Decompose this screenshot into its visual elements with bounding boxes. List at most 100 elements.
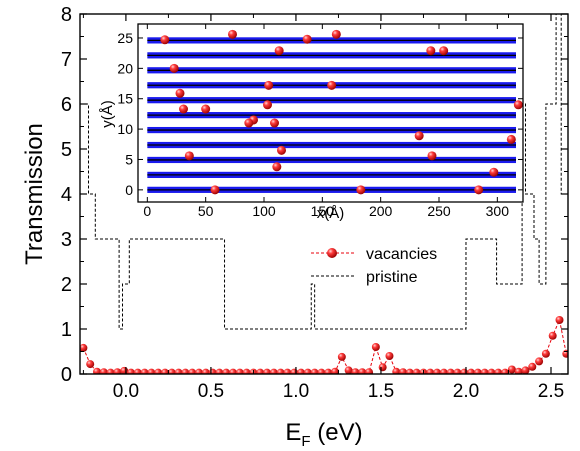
vacancies-point: [229, 368, 238, 374]
x-axis-label-main: E: [285, 419, 301, 446]
vacancies-point: [181, 368, 190, 374]
lattice-row: [147, 171, 517, 179]
lattice-row: [147, 156, 517, 164]
x-tick-label: 0.5: [198, 381, 224, 402]
vacancies-point: [480, 368, 489, 374]
vacancies-point: [521, 366, 530, 374]
inset-plot: 0 50 100 150 200 250 300 0 5 10 15 20 25 x(Å) y(Å): [99, 23, 524, 222]
vacancies-point: [507, 365, 516, 374]
vacancy-atom: [184, 151, 194, 161]
inset-y-axis-label: y(Å): [99, 100, 116, 128]
inset-x-tick-label: 100: [252, 203, 276, 219]
vacancies-point: [195, 368, 204, 374]
inset-y-tick-label: 15: [117, 91, 133, 107]
y-tick-label: 3: [61, 229, 72, 251]
vacancies-point: [460, 368, 469, 374]
lattice-row: [147, 37, 517, 44]
y-tick-label: 1: [61, 319, 72, 341]
lattice-row: [147, 126, 517, 134]
vacancies-point: [290, 368, 299, 374]
vacancies-point: [378, 363, 387, 372]
x-axis-label-subscript: F: [301, 433, 310, 450]
vacancy-atom: [426, 46, 436, 56]
lattice-row: [147, 186, 517, 193]
vacancies-point: [215, 368, 224, 374]
main-plot-axes: 0.0 0.5 1.0 1.5 2.0 2.5 0 1 2 3 4 5 6 7 8 Transmission E…: [21, 4, 569, 450]
vacancy-atom: [274, 46, 284, 56]
inset-x-tick-label: 0: [143, 203, 151, 219]
x-tick-label: 2.0: [453, 381, 479, 402]
y-tick-label: 6: [61, 94, 72, 116]
vacancies-point: [324, 368, 333, 374]
vacancy-atom: [474, 185, 484, 195]
vacancies-point: [283, 368, 292, 374]
inset-x-tick-label: 150: [311, 203, 335, 219]
vacancies-point: [269, 368, 278, 374]
y-tick-label: 8: [61, 4, 72, 26]
inset-x-tick-label: 250: [427, 203, 451, 219]
vacancy-atom: [244, 118, 254, 128]
vacancies-point: [453, 368, 462, 374]
vacancy-atom: [179, 104, 188, 114]
vacancies-point: [528, 362, 537, 371]
inset-y-tick-label: 10: [117, 121, 133, 137]
vacancy-atom: [169, 63, 179, 73]
vacancies-point: [439, 368, 448, 374]
vacancies-point: [127, 368, 136, 374]
vacancies-point: [106, 368, 115, 374]
vacancies-point: [256, 368, 265, 374]
vacancies-point: [433, 368, 442, 374]
vacancy-atom: [210, 185, 220, 195]
vacancies-point: [385, 352, 394, 360]
vacancy-atom: [513, 100, 523, 110]
vacancy-atom: [356, 185, 366, 195]
inset-x-tick-label: 50: [198, 203, 214, 219]
vacancies-point: [317, 368, 326, 374]
vacancies-point: [365, 368, 374, 374]
inset-y-tick-label: 20: [117, 60, 133, 76]
vacancies-point: [297, 368, 306, 374]
y-tick-label: 0: [61, 364, 72, 386]
vacancies-point: [555, 316, 564, 324]
vacancy-atom: [427, 151, 437, 161]
vacancies-point: [310, 368, 319, 374]
x-tick-label: 1.0: [283, 381, 309, 402]
vacancies-point: [167, 368, 176, 374]
vacancy-atom: [228, 29, 237, 39]
legend-vacancies-label: vacancies: [366, 246, 437, 263]
vacancies-point: [133, 368, 142, 374]
vacancies-point: [86, 360, 95, 369]
series-vacancies-line: [82, 318, 567, 374]
legend-entry-pristine: pristine: [311, 269, 418, 286]
lattice-row: [147, 141, 517, 149]
vacancies-point: [276, 368, 285, 374]
vacancy-atom: [414, 131, 424, 141]
vacancies-point: [412, 368, 421, 374]
legend-entry-vacancies: vacancies: [311, 246, 437, 263]
y-tick-label: 7: [61, 49, 72, 71]
vacancies-point: [426, 368, 435, 374]
x-axis-label-unit: (eV): [311, 419, 363, 446]
vacancies-point: [154, 368, 163, 374]
vacancies-point: [399, 368, 408, 374]
vacancies-point: [337, 352, 346, 361]
inset-y-tick-label: 0: [125, 182, 133, 198]
vacancies-point: [147, 368, 156, 374]
vacancies-point: [467, 368, 476, 374]
vacancies-point: [113, 368, 122, 374]
inset-y-tick-label: 5: [125, 151, 133, 167]
vacancy-atom: [302, 34, 312, 44]
vacancies-point: [358, 368, 367, 374]
vacancy-atom: [263, 100, 272, 110]
vacancy-atom: [264, 80, 274, 90]
vacancies-point: [548, 331, 557, 340]
y-tick-label: 2: [61, 274, 72, 296]
x-tick-label: 2.5: [538, 381, 564, 402]
vacancies-point: [80, 343, 88, 352]
vacancies-point: [331, 367, 340, 374]
vacancy-atom: [439, 46, 449, 56]
vacancies-point: [405, 368, 414, 374]
lattice-row: [147, 67, 517, 74]
vacancies-point: [99, 368, 108, 374]
